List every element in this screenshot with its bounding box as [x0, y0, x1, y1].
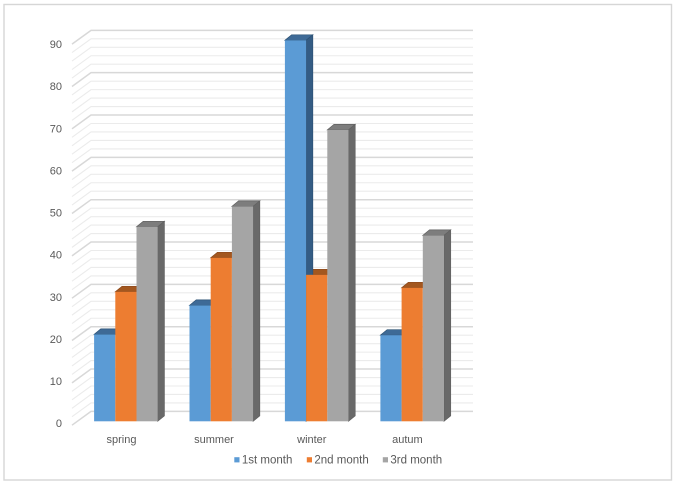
svg-text:60: 60: [50, 166, 62, 178]
svg-text:summer: summer: [194, 434, 234, 446]
svg-text:10: 10: [50, 376, 62, 388]
svg-text:2nd month: 2nd month: [314, 454, 368, 466]
svg-text:80: 80: [50, 81, 62, 93]
svg-text:winter: winter: [296, 434, 327, 446]
svg-text:1st month: 1st month: [242, 454, 293, 466]
svg-text:50: 50: [50, 208, 62, 220]
svg-text:20: 20: [50, 334, 62, 346]
svg-text:0: 0: [56, 418, 62, 430]
svg-text:autum: autum: [392, 434, 423, 446]
svg-text:90: 90: [50, 39, 62, 51]
svg-text:3rd month: 3rd month: [390, 454, 442, 466]
svg-text:spring: spring: [107, 434, 137, 446]
svg-text:40: 40: [50, 250, 62, 262]
svg-text:70: 70: [50, 123, 62, 135]
svg-text:30: 30: [50, 292, 62, 304]
